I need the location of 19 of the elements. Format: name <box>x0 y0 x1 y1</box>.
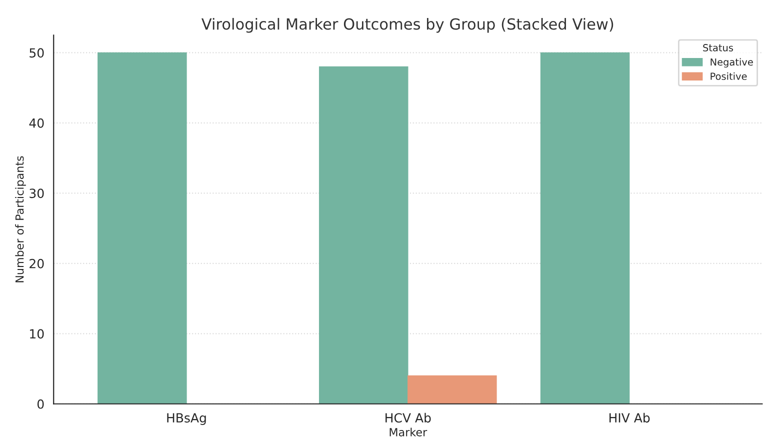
y-tick-label: 50 <box>30 48 44 58</box>
legend-title: Status <box>703 44 734 52</box>
y-tick-label: 40 <box>29 118 44 128</box>
x-tick-label: HCV Ab <box>386 412 431 423</box>
bar <box>408 375 497 404</box>
chart-title: Virological Marker Outcomes by Group (Stacked View) <box>201 18 614 33</box>
x-axis-title: Marker <box>390 428 428 436</box>
x-tick-label: HBsAg <box>167 413 206 426</box>
y-tick-label: 10 <box>30 329 44 339</box>
bar <box>98 52 187 404</box>
y-tick-label: 0 <box>37 399 44 409</box>
legend-label: Positive <box>710 72 747 80</box>
y-tick-label: 30 <box>30 188 44 198</box>
y-axis-title: Number of Participants <box>15 156 26 282</box>
bar <box>540 52 630 404</box>
legend-label: Negative <box>710 58 753 68</box>
x-tick-label: HIV Ab <box>609 412 650 423</box>
y-tick-label: 20 <box>30 258 44 268</box>
bar <box>318 66 408 404</box>
